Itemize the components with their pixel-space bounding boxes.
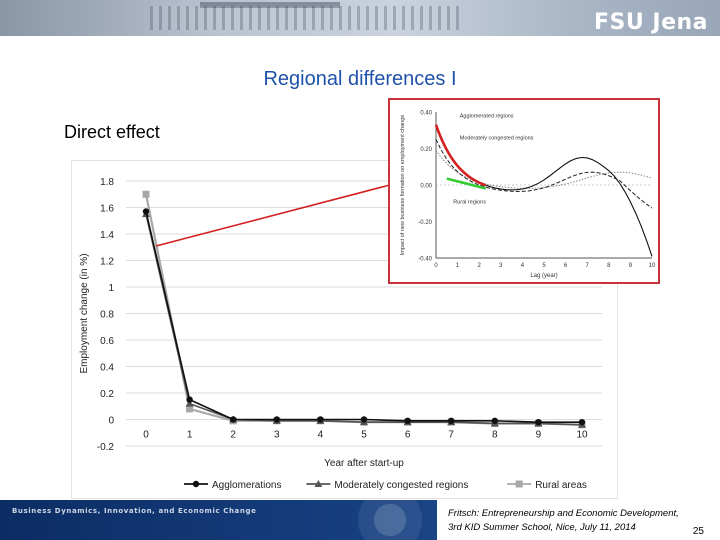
x-tick-label: 8	[492, 430, 498, 441]
x-tick-label: 1	[187, 430, 193, 441]
inset-y-tick-label: -0.40	[418, 257, 432, 263]
inset-agglomerated-curve	[435, 124, 653, 257]
x-tick-label: 4	[318, 430, 324, 441]
inset-chart: 0.40 0.20 0.00 -0.20 -0.400 1 2 3 4 5 6 7 8 9 10 Lag (y…	[400, 111, 656, 280]
university-seal-decoration	[345, 500, 435, 540]
slide-title: Regional differences I	[263, 68, 457, 90]
data-point	[317, 416, 324, 423]
footer-tagline: Business Dynamics, Innovation, and Econo…	[12, 507, 257, 515]
data-point	[185, 399, 194, 407]
data-point	[448, 417, 455, 425]
inset-x-tick-label: 5	[542, 263, 546, 269]
inset-x-tick-label: 2	[478, 263, 482, 269]
x-tick-label: 10	[576, 430, 588, 441]
x-tick-label: 7	[448, 430, 454, 441]
inset-y-tick-label: 0.20	[420, 147, 432, 153]
inset-x-tick-label: 8	[607, 263, 611, 269]
inset-panel: 0.40 0.20 0.00 -0.20 -0.40 0 1 2 3 4 5 6 7 8 9 10 Lag (y…	[388, 98, 660, 284]
legend-marker	[192, 480, 200, 488]
data-point	[186, 405, 194, 413]
inset-x-tick-label: 6	[564, 263, 568, 269]
legend-marker	[314, 480, 323, 487]
x-tick-label: 6	[405, 430, 411, 441]
inset-y-tick-label: 0.40	[420, 111, 432, 117]
citation: Fritsch: Entrepreneurship and Economic D…	[448, 507, 679, 535]
x-axis-title: Year after start-up	[324, 458, 404, 469]
legend-item: Agglomerations	[184, 480, 281, 491]
legend-label: Rural areas	[535, 480, 587, 491]
building-roof-decoration	[200, 2, 340, 8]
y-tick-label: 0.2	[100, 389, 114, 400]
inset-legend-moderate: Moderately congested regions	[460, 135, 534, 141]
data-point	[578, 418, 586, 426]
data-point	[535, 418, 542, 426]
building-photo-decoration	[150, 6, 460, 30]
inset-legend-agglomerated: Agglomerated regions	[460, 113, 514, 119]
y-tick-label: -0.2	[97, 442, 115, 453]
legend-item: Moderately congested regions	[306, 480, 468, 491]
x-axis: 0 1 2 3 4 5 6 7 8 9 10	[143, 430, 588, 441]
y-tick-label: 1.4	[100, 230, 114, 241]
data-point	[142, 190, 150, 198]
inset-y-tick-label: 0.00	[420, 184, 432, 190]
y-tick-label: 0	[108, 416, 114, 427]
inset-legend-rural: Rural regions	[453, 199, 486, 205]
legend: Agglomerations Moderately congested regio…	[184, 480, 587, 491]
citation-line-1: Fritsch: Entrepreneurship and Economic D…	[448, 508, 679, 519]
inset-highlight-agglomerated	[434, 124, 487, 187]
data-point	[273, 416, 280, 423]
inset-x-tick-label: 1	[456, 263, 460, 269]
inset-y-tick-label: -0.20	[418, 220, 432, 226]
y-axis-title: Employment change (in %)	[79, 253, 90, 373]
x-tick-label: 3	[274, 430, 280, 441]
x-tick-label: 5	[361, 430, 367, 441]
y-tick-label: 1.8	[100, 177, 114, 188]
page-number: 25	[692, 526, 704, 537]
data-point	[360, 416, 368, 423]
inset-x-tick-label: 9	[629, 263, 633, 269]
inset-x-tick-label: 0	[434, 263, 438, 269]
y-tick-label: 1.6	[100, 204, 114, 215]
main-chart: -0.200.20.40.60.811.21.41.61.80 1 2 3 4 5 6 7 8 9…	[79, 177, 602, 491]
x-tick-label: 0	[143, 430, 149, 441]
y-tick-label: 0.6	[100, 336, 114, 347]
legend-label: Agglomerations	[212, 480, 281, 491]
x-tick-label: 2	[230, 430, 236, 441]
series-agglomerations	[142, 208, 586, 426]
legend-item: Rural areas	[507, 480, 587, 491]
inset-x-axis-title: Lag (year)	[530, 273, 557, 279]
x-tick-label: 9	[536, 430, 542, 441]
brand-logo: FSU Jena	[593, 10, 708, 35]
inset-rural-curve	[435, 150, 653, 189]
data-point	[491, 417, 498, 425]
y-tick-label: 0.4	[100, 363, 114, 374]
data-point	[186, 396, 193, 403]
y-tick-label: 0.8	[100, 310, 114, 321]
y-tick-label: 1.2	[100, 257, 114, 268]
inset-x-tick-label: 4	[521, 263, 525, 269]
citation-line-2: 3rd KID Summer School, Nice, July 11, 20…	[448, 522, 636, 533]
inset-moderate-curve	[435, 139, 653, 209]
data-point	[404, 417, 411, 425]
inset-highlight-rural	[446, 177, 486, 190]
data-point	[230, 416, 237, 423]
header-banner: FSU Jena	[0, 0, 720, 36]
inset-x-tick-label: 7	[586, 263, 590, 269]
legend-label: Moderately congested regions	[334, 480, 468, 491]
inset-x-tick-label: 10	[649, 263, 656, 269]
slide-subtitle: Direct effect	[64, 122, 160, 142]
y-tick-label: 1	[108, 283, 114, 294]
inset-y-axis-title: Impact of new business formation on empl…	[400, 115, 406, 256]
data-point	[142, 208, 150, 215]
footer-citation-panel	[437, 500, 720, 540]
legend-marker	[515, 480, 523, 488]
inset-x-tick-label: 3	[499, 263, 503, 269]
